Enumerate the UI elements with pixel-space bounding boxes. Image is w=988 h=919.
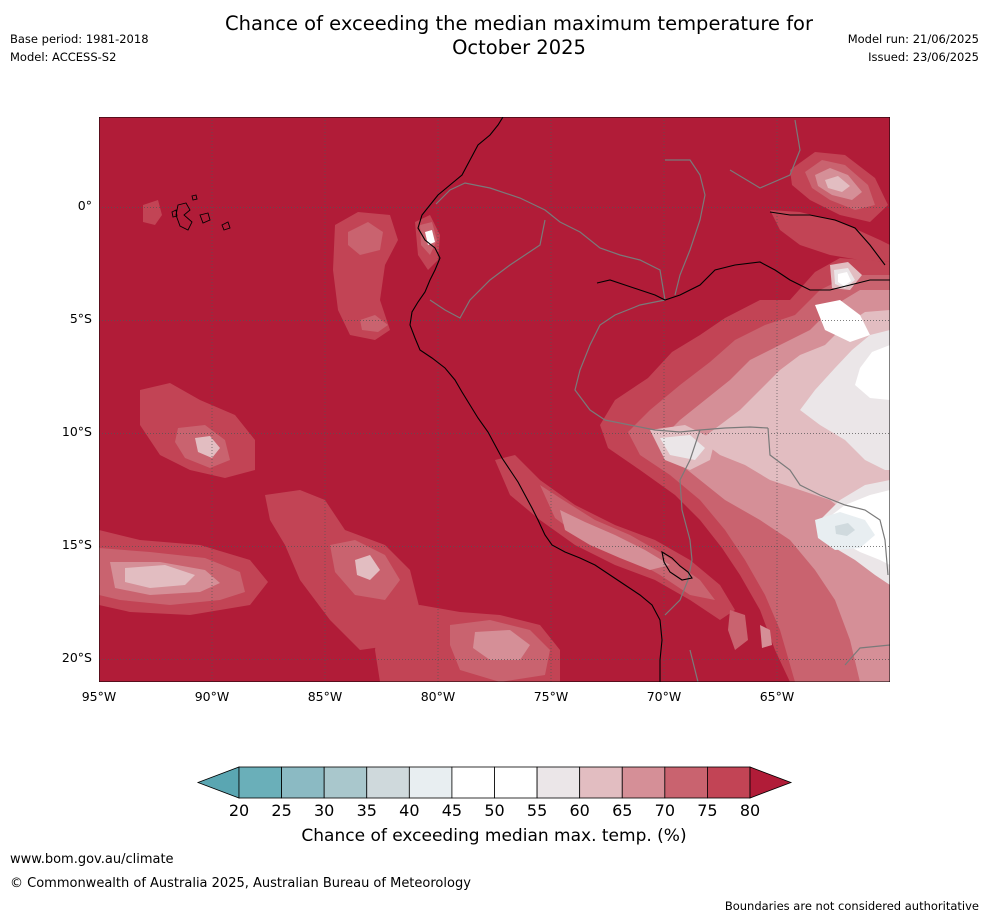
lon-label-5: 70°W <box>646 689 682 704</box>
colorbar-tick-35: 35 <box>356 801 377 820</box>
colorbar-segment-2 <box>323 766 368 799</box>
lon-label-3: 80°W <box>420 689 456 704</box>
country-borders <box>429 119 890 682</box>
colorbar-low-arrow <box>196 766 240 799</box>
colorbar-segment-1 <box>281 766 325 799</box>
border-colombia-venezuela <box>665 159 706 296</box>
colorbar-tick-50: 50 <box>484 801 505 820</box>
colorbar-tick-80: 80 <box>739 801 761 820</box>
colorbar-segment-0 <box>238 766 282 799</box>
colorbar-segment-7 <box>536 766 581 799</box>
coast-band-65-70 <box>560 510 670 570</box>
peru-south-65-70 <box>760 625 772 648</box>
east-white-1 <box>855 345 890 400</box>
colorbar-tick-60: 60 <box>569 801 590 820</box>
website-link[interactable]: www.bom.gov.au/climate <box>10 852 174 867</box>
colorbar-high-arrow <box>749 766 793 799</box>
coastlines <box>409 117 890 682</box>
colorbar-tick-75: 75 <box>697 801 718 820</box>
colorbar-tick-40: 40 <box>399 801 420 820</box>
amazon-river <box>596 261 890 301</box>
lon-label-4: 75°W <box>533 689 569 704</box>
lat-label-4: 20°S <box>61 650 92 666</box>
ecuador-white <box>425 230 435 245</box>
colorbar-tick-20: 20 <box>228 801 250 820</box>
border-peru-brazil <box>574 299 769 433</box>
colorbar-tick-70: 70 <box>654 801 675 820</box>
border-bolivia-brazil <box>767 427 889 576</box>
fernandina-island <box>171 209 178 218</box>
san-cristobal-island <box>221 221 231 231</box>
colorbar-segment-9 <box>621 766 666 799</box>
colorbar-segment-11 <box>707 766 751 799</box>
pacific-south-65-70 <box>473 630 530 660</box>
colorbar-label: Chance of exceeding median max. temp. (%… <box>301 826 687 846</box>
border-bolivia-paraguay <box>844 644 890 666</box>
lon-label-6: 65°W <box>759 689 795 704</box>
peru-south-70-75 <box>728 610 748 650</box>
lon-label-0: 95°W <box>81 689 117 704</box>
border-peru-bolivia <box>664 429 701 616</box>
colorbar-segment-8 <box>579 766 623 799</box>
gulf-blob-70-75 <box>348 222 383 255</box>
colorbar <box>196 766 793 799</box>
colorbar-tick-55: 55 <box>526 801 548 820</box>
galapagos-islands <box>171 194 231 231</box>
colorbar-segment-3 <box>366 766 410 799</box>
santa-cruz-island <box>199 212 211 224</box>
colorbar-tick-45: 45 <box>441 801 463 820</box>
marchena-island <box>191 194 198 201</box>
colorbar-tick-30: 30 <box>313 801 335 820</box>
chart-title: Chance of exceeding the median maximum t… <box>190 12 848 60</box>
colorbar-segment-4 <box>408 766 453 799</box>
title-line-2: October 2025 <box>452 36 586 59</box>
issued-date: Issued: 23/06/2025 <box>868 50 979 64</box>
colorbar-segment-5 <box>451 766 495 799</box>
lon-label-1: 90°W <box>194 689 230 704</box>
colorbar-segment-6 <box>494 766 538 799</box>
pacific-coastline <box>409 117 663 682</box>
lat-label-0: 0° <box>77 198 92 214</box>
lat-label-3: 15°S <box>61 537 92 553</box>
colorbar-tick-25: 25 <box>271 801 292 820</box>
amazon-blob-75-80 <box>770 210 890 262</box>
gulf-small-70-75 <box>360 315 388 332</box>
bolivia-55-60 <box>660 435 705 460</box>
copyright-text: © Commonwealth of Australia 2025, Austra… <box>10 876 471 891</box>
band-35-40 <box>835 523 855 536</box>
border-colombia-brazil <box>729 119 801 189</box>
rio-negro <box>769 211 886 266</box>
colorbar-tick-65: 65 <box>612 801 633 820</box>
base-period: Base period: 1981-2018 <box>10 32 149 46</box>
border-ecuador-peru <box>429 219 546 319</box>
pacific-nw-60-65 <box>195 436 220 458</box>
amazon-white <box>838 272 851 286</box>
lon-label-2: 85°W <box>307 689 343 704</box>
meta-left: Base period: 1981-2018 Model: ACCESS-S2 <box>10 30 149 66</box>
north-blob-60-65 <box>825 176 850 192</box>
colorbar-segment-10 <box>664 766 708 799</box>
isabela-island <box>175 202 193 231</box>
border-chile-argentina <box>689 649 699 682</box>
pacific-west-60-65 <box>125 565 195 588</box>
model-run: Model run: 21/06/2025 <box>847 32 979 46</box>
model-name: Model: ACCESS-S2 <box>10 50 117 64</box>
lat-label-2: 10°S <box>61 424 92 440</box>
gulf-60-65 <box>355 555 380 580</box>
map-area <box>99 117 890 682</box>
gridlines <box>99 117 890 682</box>
lat-label-1: 5°S <box>69 311 92 327</box>
meta-right: Model run: 21/06/2025 Issued: 23/06/2025 <box>848 30 979 66</box>
border-colombia-ecuador-peru <box>435 182 666 301</box>
bolivia-35-40 <box>835 523 855 536</box>
disclaimer-text: Boundaries are not considered authoritat… <box>724 899 979 913</box>
lake-titicaca <box>661 550 693 581</box>
title-line-1: Chance of exceeding the median maximum t… <box>224 12 814 35</box>
peru-white <box>815 300 870 342</box>
gap-blob-75-80 <box>143 200 162 225</box>
